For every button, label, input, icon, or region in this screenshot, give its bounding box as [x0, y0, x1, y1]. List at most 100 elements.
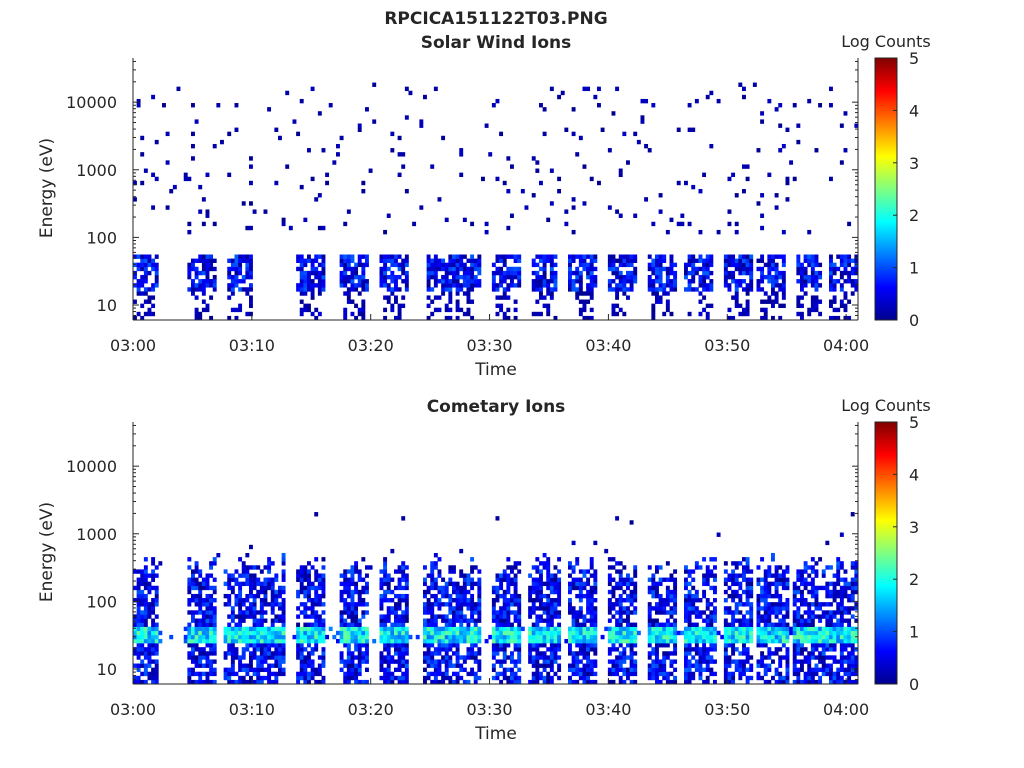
spectrogram-cell [680, 221, 685, 227]
spectrogram-cell [368, 168, 373, 173]
spectrogram-cell [589, 606, 594, 611]
spectrogram-cell [723, 270, 728, 276]
spectrogram-cell [296, 593, 301, 599]
spectrogram-cell [339, 618, 344, 623]
spectrogram-cell [462, 626, 467, 632]
spectrogram-cell [361, 283, 366, 288]
spectrogram-cell [597, 86, 601, 92]
spectrogram-cell [455, 663, 460, 668]
spectrogram-cell [810, 283, 815, 288]
spectrogram-cell [354, 638, 359, 644]
spectrogram-cell [510, 213, 514, 218]
spectrogram-cell [136, 569, 141, 574]
spectrogram-cell [419, 119, 424, 124]
spectrogram-cell [303, 606, 308, 611]
spectrogram-cell [220, 139, 224, 145]
spectrogram-cell [531, 283, 536, 288]
spectrogram-cell [386, 610, 391, 615]
spectrogram-cell [593, 254, 598, 259]
spectrogram-cell [241, 598, 246, 603]
spectrogram-cell [651, 622, 656, 627]
spectrogram-cell [249, 274, 253, 280]
spectrogram-cell [785, 614, 790, 619]
spectrogram-cell [303, 589, 308, 595]
spectrogram-cell [778, 618, 783, 623]
spectrogram-cell [426, 659, 431, 664]
spectrogram-cell [651, 307, 656, 313]
spectrogram-cell [549, 274, 554, 280]
spectrogram-cell [615, 667, 620, 673]
spectrogram-cell [448, 643, 453, 648]
spectrogram-cell [803, 577, 808, 582]
spectrogram-cell [767, 589, 772, 595]
spectrogram-cell [829, 675, 833, 681]
spectrogram-cell [615, 634, 620, 640]
spectrogram-cell [238, 557, 243, 562]
spectrogram-cell [274, 659, 279, 664]
spectrogram-cell [542, 610, 547, 615]
spectrogram-cell [256, 638, 261, 644]
spectrogram-cell [397, 262, 402, 268]
spectrogram-cell [658, 663, 663, 668]
spectrogram-cell [593, 630, 598, 636]
spectrogram-cell [212, 274, 217, 280]
spectrogram-cell [241, 655, 246, 660]
spectrogram-cell [781, 270, 786, 276]
spectrogram-cell [760, 287, 765, 292]
spectrogram-cell [310, 581, 315, 587]
spectrogram-cell [343, 311, 348, 317]
spectrogram-cell [448, 598, 453, 603]
spectrogram-cell [441, 135, 446, 141]
spectrogram-cell [854, 266, 859, 272]
spectrogram-cell [143, 274, 148, 280]
spectrogram-cell [607, 148, 612, 153]
spectrogram-cell [593, 643, 598, 648]
spectrogram-cell [165, 131, 170, 137]
spectrogram-cell [477, 593, 482, 599]
spectrogram-cell [452, 262, 456, 268]
spectrogram-cell [459, 172, 464, 178]
spectrogram-cell [143, 258, 148, 263]
spectrogram-cell [143, 557, 148, 562]
spectrogram-cell [404, 115, 409, 120]
spectrogram-cell [423, 610, 427, 615]
spectrogram-cell [433, 279, 438, 284]
spectrogram-cell [557, 614, 562, 619]
spectrogram-cell [542, 643, 547, 648]
spectrogram-cell [383, 667, 388, 673]
spectrogram-cell [462, 266, 467, 272]
spectrogram-cell [383, 679, 388, 685]
spectrogram-cell [785, 176, 790, 182]
spectrogram-cell [734, 626, 739, 632]
spectrogram-cell [713, 614, 717, 619]
spectrogram-cell [760, 606, 765, 611]
spectrogram-cell [227, 667, 232, 673]
spectrogram-cell [589, 663, 594, 668]
spectrogram-cell [397, 614, 402, 619]
spectrogram-cell [473, 643, 478, 648]
spectrogram-cell [633, 679, 638, 685]
spectrogram-cell [499, 577, 504, 582]
spectrogram-cell [702, 279, 707, 284]
spectrogram-cell [502, 647, 507, 652]
spectrogram-cell [607, 638, 612, 644]
spectrogram-cell [386, 655, 391, 660]
spectrogram-cell [473, 659, 478, 664]
spectrogram-cell [571, 279, 576, 284]
spectrogram-cell [535, 593, 540, 599]
spectrogram-cell [513, 274, 518, 280]
spectrogram-cell [568, 254, 572, 259]
spectrogram-cell [234, 315, 239, 321]
spectrogram-cell [713, 598, 717, 603]
spectrogram-cell [756, 577, 761, 582]
spectrogram-cell [731, 258, 736, 263]
spectrogram-cell [847, 659, 852, 664]
spectrogram-cell [578, 643, 583, 648]
spectrogram-cell [781, 283, 786, 288]
spectrogram-cell [745, 659, 750, 664]
spectrogram-cell [133, 618, 137, 623]
spectrogram-cell [829, 262, 833, 268]
spectrogram-cell [539, 180, 543, 186]
spectrogram-cell [705, 315, 710, 321]
spectrogram-cell [810, 295, 815, 300]
